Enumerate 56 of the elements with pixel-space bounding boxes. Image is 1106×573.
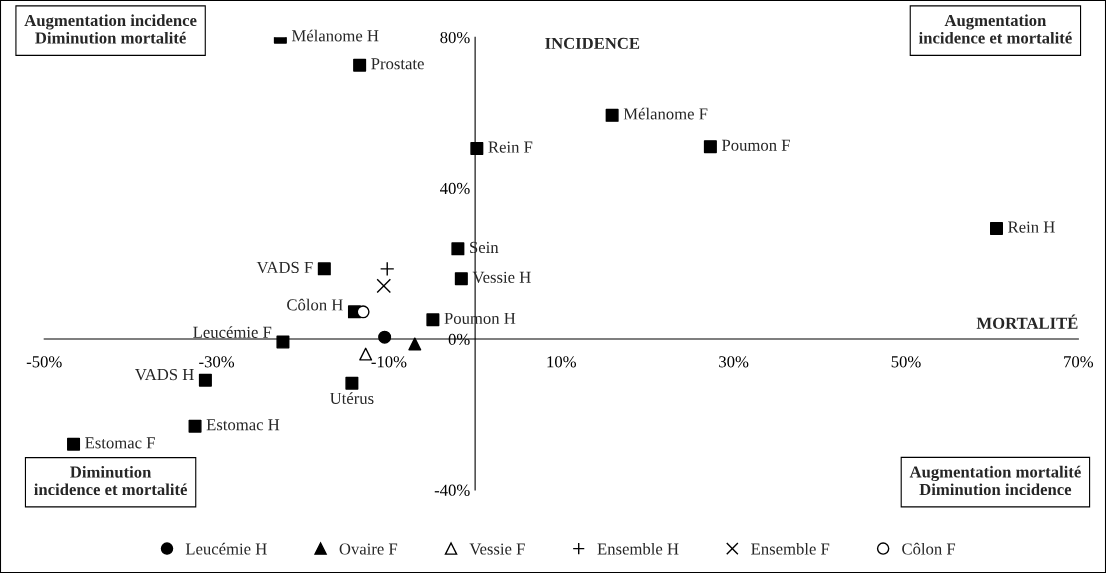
legend-label: Vessie F: [469, 543, 525, 555]
point: [198, 373, 212, 387]
annotation: Prostate: [371, 58, 424, 70]
annotation: Leucémie F: [193, 326, 272, 338]
point: [426, 313, 440, 327]
x-tick-label: 30%: [719, 356, 749, 368]
x-axis-title: MORTALITÉ: [976, 314, 1078, 329]
point: [356, 305, 370, 319]
point: [605, 108, 619, 122]
annotation: Poumon F: [721, 139, 790, 151]
x-tick-label: -30%: [199, 356, 235, 368]
point: [454, 272, 468, 286]
y-tick-label: 80%: [440, 31, 470, 44]
x-tick-label: 50%: [891, 356, 921, 368]
annotation: Côlon H: [287, 298, 343, 311]
legend-label: Ensemble F: [751, 542, 830, 555]
point: [67, 437, 81, 451]
legend-label: Ovaire F: [339, 543, 398, 555]
legend-label: Côlon F: [902, 542, 956, 555]
y-tick-label: 0%: [448, 333, 470, 346]
annotation: VADS H: [135, 368, 194, 381]
point: [470, 142, 484, 156]
annotation: VADS F: [256, 261, 313, 274]
point: [376, 278, 392, 294]
x-tick-label: -10%: [371, 356, 407, 368]
point: [345, 376, 359, 390]
point: [353, 58, 367, 72]
point: [989, 221, 1003, 236]
annotation: Rein H: [1008, 221, 1055, 233]
point: [359, 347, 373, 361]
annotation: Augmentation incidence Diminution mortalité: [24, 14, 197, 44]
point: [408, 337, 422, 351]
legend-label: Leucémie H: [185, 542, 267, 555]
annotation: Augmentation mortalité Diminution incidence: [909, 465, 1081, 496]
annotation: Mélanome F: [623, 107, 708, 120]
x-tick-label: 10%: [547, 356, 576, 368]
annotation: Estomac H: [206, 419, 280, 431]
y-axis-title: INCIDENCE: [545, 37, 640, 49]
annotation: Diminution incidence et mortalité: [34, 465, 187, 496]
annotation: Mélanome H: [291, 29, 379, 42]
point: [317, 262, 331, 276]
annotation: Augmentation incidence et mortalité: [918, 14, 1072, 44]
y-tick-label: -40%: [434, 484, 470, 496]
point: [703, 140, 717, 154]
annotation: Rein F: [488, 141, 533, 153]
point: [276, 335, 290, 349]
point: [378, 330, 392, 344]
x-tick-label: 70%: [1064, 356, 1094, 368]
point: [188, 419, 202, 433]
x-tick-label: -50%: [26, 356, 62, 368]
point: [379, 261, 395, 277]
legend-label: Ensemble H: [597, 542, 679, 555]
annotation: Estomac F: [85, 437, 155, 449]
y-tick-label: 40%: [440, 182, 470, 195]
annotation: Utérus: [330, 392, 374, 404]
point: [451, 242, 465, 256]
